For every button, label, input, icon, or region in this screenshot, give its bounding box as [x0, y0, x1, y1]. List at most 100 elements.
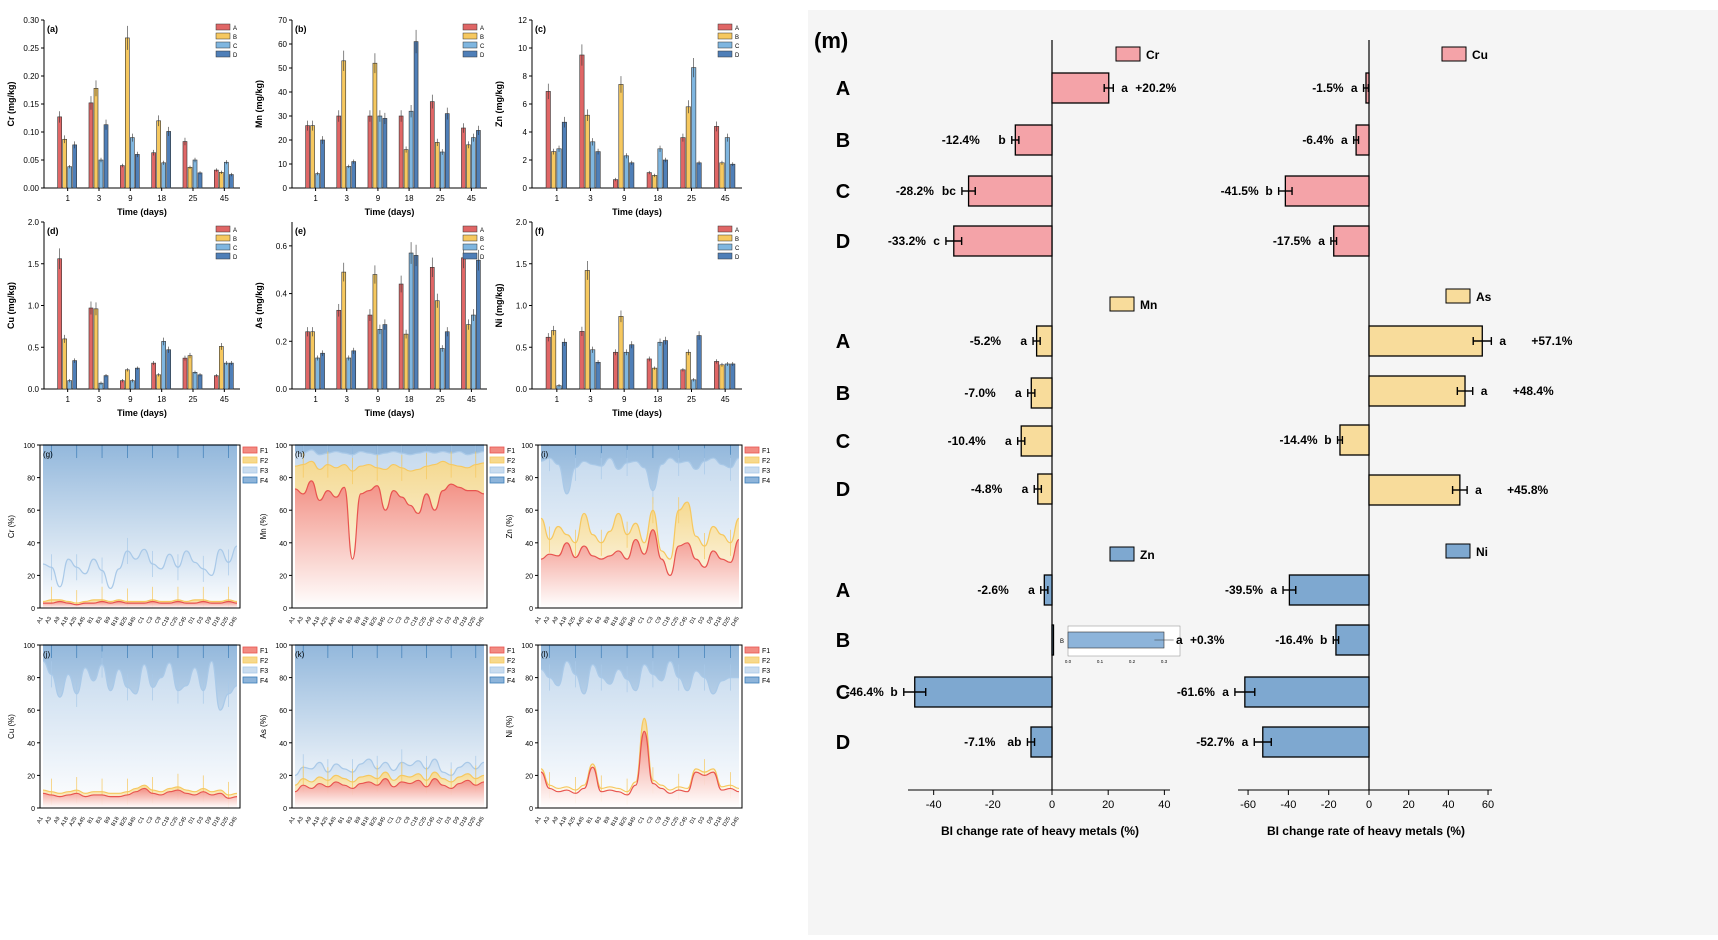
category-label: C: [836, 431, 850, 453]
x-tick-label: C45: [426, 616, 436, 628]
x-tick-label: C25: [418, 816, 428, 828]
x-tick-label: C25: [670, 616, 680, 628]
y-axis-title: As (mg/kg): [254, 282, 264, 329]
x-tick-label: A3: [543, 616, 552, 625]
x-tick-label: A18: [558, 616, 568, 627]
y-tick-label: 20: [279, 573, 287, 580]
legend-label: B: [735, 35, 739, 41]
category-label: A: [836, 331, 850, 353]
x-tick-label: B3: [346, 616, 355, 625]
legend-label: F4: [260, 478, 268, 485]
bar-A-18: [646, 358, 652, 390]
y-tick-label: 0.0: [28, 385, 40, 394]
bar-C-18: [657, 148, 663, 189]
value-label: -33.2%: [888, 234, 926, 248]
y-tick-label: 60: [525, 708, 533, 715]
legend-swatch: [489, 476, 505, 484]
line-F3: [42, 545, 238, 590]
inset-tick-label: 0.3: [1161, 659, 1168, 664]
y-tick-label: 1.5: [28, 260, 40, 269]
x-tick-label: B1: [87, 816, 96, 825]
bar-A-45: [461, 257, 466, 390]
legend-swatch: [242, 466, 258, 474]
x-axis-title: Time (days): [117, 207, 167, 217]
x-tick-label: A1: [534, 816, 543, 825]
x-tick-label: 60: [1482, 799, 1494, 811]
legend-swatch: [717, 32, 733, 40]
x-tick-label: 0: [1366, 799, 1372, 811]
legend-label: F1: [260, 448, 268, 455]
x-tick-label: C3: [646, 816, 655, 825]
plot-frame: [39, 644, 241, 809]
panel-label: (e): [295, 226, 306, 236]
x-tick-label: 20: [1403, 799, 1415, 811]
bar-panel-c: 0 2 4 6 8 10 12 (c) Zn (mg/kg) Time (days) 1 3 9 18 25…: [494, 16, 742, 217]
legend-swatch: [744, 476, 760, 484]
y-tick-label: 0: [31, 806, 35, 813]
bar-D-9: [629, 344, 635, 390]
significance-letter: a: [1028, 583, 1035, 597]
y-tick-label: 0: [523, 184, 528, 193]
legend-label: D: [233, 53, 238, 59]
category-label: D: [836, 231, 850, 253]
bar-C-1: [315, 173, 320, 189]
block-Zn: Zn A a -2.6% B B 0.0 0.1 0.2 0.3 a +0.3% C b -46.4% D ab…: [836, 546, 1225, 758]
x-tick-label: A25: [68, 816, 78, 827]
category-label: A: [836, 78, 850, 100]
bar-D-9: [135, 367, 140, 390]
area-F1: [295, 480, 484, 608]
y-tick-label: 0.00: [23, 184, 39, 193]
bar-D-45: [476, 130, 481, 189]
legend-swatch: [242, 646, 258, 654]
x-tick-label: D1: [436, 816, 445, 825]
x-tick-label: C25: [418, 616, 428, 628]
x-tick-label: 9: [376, 395, 381, 404]
legend-swatch: [215, 23, 231, 31]
legend-swatch: [489, 646, 505, 654]
inset-tick-label: 0.2: [1129, 659, 1136, 664]
x-tick-label: B3: [95, 616, 104, 625]
inset-tick-label: 0.1: [1097, 659, 1104, 664]
legend-label: A: [233, 26, 237, 32]
bar-panel-f: 0.0 0.5 1.0 1.5 2.0 (f) Ni (mg/kg) Time (days) 1…: [494, 218, 742, 418]
legend-swatch: [744, 446, 760, 454]
bar-As-D: [1368, 474, 1461, 506]
bar-B-18: [652, 367, 658, 390]
y-axis-title: Mn (%): [259, 513, 268, 539]
bar-D-18: [413, 255, 419, 390]
legend-label: Cr: [1146, 48, 1160, 62]
legend-swatch: [242, 456, 258, 464]
x-tick-label: 1: [555, 194, 560, 203]
legend-label: F2: [260, 458, 268, 465]
x-tick-label: B3: [95, 816, 104, 825]
x-tick-label: 20: [1102, 799, 1114, 811]
bar-C-45: [471, 137, 476, 189]
x-tick-label: A18: [60, 616, 70, 627]
bar-panel-e: 0.0 0.2 0.4 0.6 (e) As (mg/kg) Time (days) 1 3 9 1…: [254, 222, 487, 418]
x-tick-label: A25: [320, 616, 330, 627]
x-tick-label: D45: [730, 816, 740, 828]
y-tick-label: 0.15: [23, 100, 39, 109]
area-F1: [43, 788, 237, 808]
x-tick-label: C25: [670, 816, 680, 828]
legend-label: F3: [762, 468, 770, 475]
significance-letter: a: [1318, 234, 1325, 248]
x-tick-label: A18: [558, 816, 568, 827]
y-tick-label: 60: [279, 508, 287, 515]
x-tick-label: B25: [119, 816, 129, 827]
x-tick-label: D1: [188, 816, 197, 825]
legend-label: F2: [260, 658, 268, 665]
bar-B-45: [719, 162, 725, 189]
x-tick-label: A45: [576, 616, 586, 627]
x-tick-label: 18: [405, 194, 414, 203]
x-tick-label: B9: [603, 816, 612, 825]
legend-swatch: [215, 234, 231, 242]
legend-label: F1: [762, 648, 770, 655]
legend-swatch: [717, 225, 733, 233]
x-tick-label: 9: [128, 194, 133, 203]
y-tick-label: 0.05: [23, 156, 39, 165]
legend-swatch: [242, 666, 258, 674]
bar-B-18: [652, 175, 658, 189]
x-tick-label: 25: [436, 395, 445, 404]
